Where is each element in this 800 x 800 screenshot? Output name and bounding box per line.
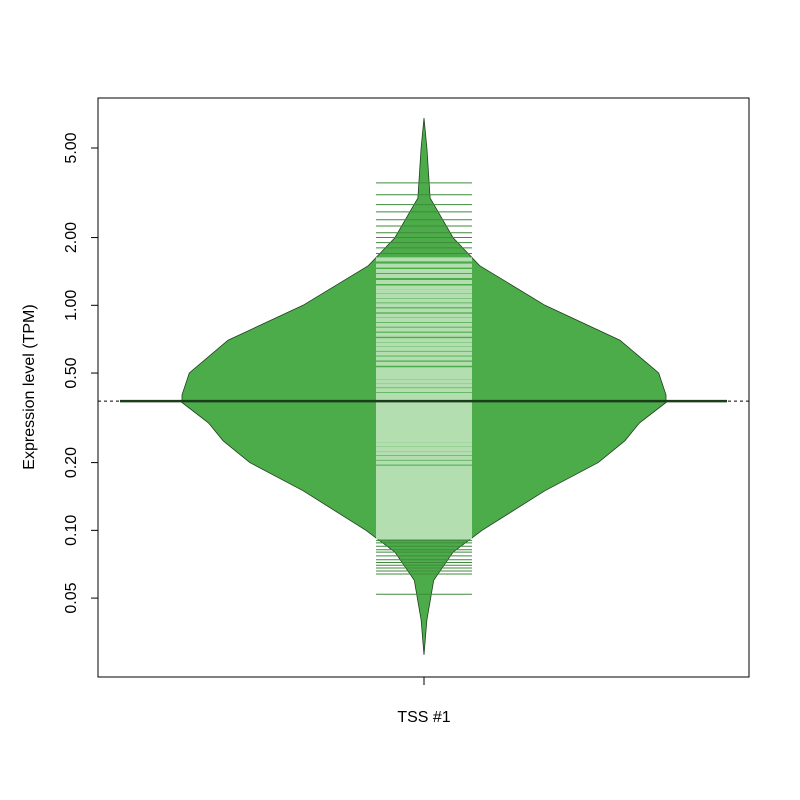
y-tick-label: 0.20 [63,447,80,478]
y-tick-label: 0.10 [63,515,80,546]
y-tick-label: 0.05 [63,582,80,613]
y-axis-label: Expression level (TPM) [21,304,38,469]
x-tick-label: TSS #1 [397,709,450,726]
y-tick-label: 5.00 [63,132,80,163]
y-tick-label: 1.00 [63,290,80,321]
y-tick-label: 0.50 [63,357,80,388]
y-tick-label: 2.00 [63,222,80,253]
